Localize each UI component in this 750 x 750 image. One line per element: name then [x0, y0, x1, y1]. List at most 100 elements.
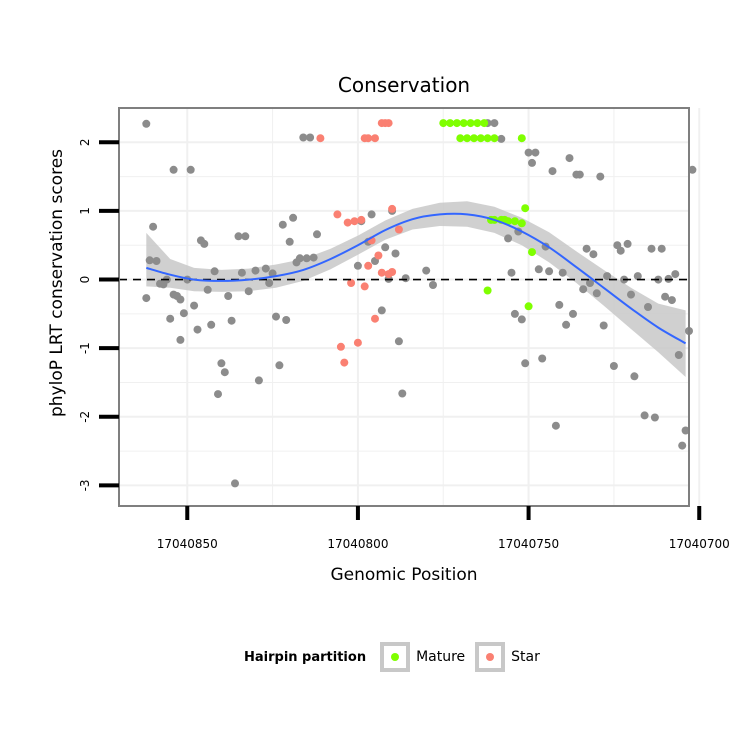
- point-other: [497, 134, 506, 143]
- point-other: [589, 250, 598, 259]
- legend-label-star: Star: [511, 649, 540, 665]
- point-other: [367, 210, 376, 219]
- legend-key-mature: [380, 642, 411, 672]
- point-other: [278, 220, 287, 229]
- point-star: [360, 282, 369, 291]
- point-mature: [483, 286, 492, 295]
- chart-title: Conservation: [338, 73, 470, 97]
- point-other: [517, 315, 526, 324]
- point-other: [186, 165, 195, 174]
- point-other: [220, 368, 229, 377]
- point-other: [623, 239, 632, 248]
- point-other: [633, 272, 642, 281]
- point-mature: [524, 302, 533, 311]
- point-mature: [528, 248, 536, 257]
- point-other: [251, 266, 260, 275]
- point-star: [357, 215, 366, 224]
- point-other: [309, 253, 318, 262]
- legend-key-star: [475, 642, 506, 672]
- point-other: [282, 316, 291, 324]
- point-star: [374, 251, 383, 260]
- point-other: [299, 133, 308, 142]
- point-star: [364, 134, 373, 143]
- point-mature: [490, 134, 499, 143]
- legend-label-mature: Mature: [416, 649, 466, 665]
- point-mature: [473, 119, 482, 128]
- y-tick-label: -2: [78, 411, 92, 423]
- x-axis-label: Genomic Position: [330, 565, 477, 585]
- point-other: [521, 359, 530, 368]
- point-mature: [459, 119, 468, 128]
- point-other: [671, 270, 680, 279]
- point-other: [193, 325, 202, 334]
- legend-dot-mature: [391, 653, 400, 661]
- point-other: [377, 306, 386, 315]
- point-mature: [483, 134, 492, 143]
- point-other: [490, 119, 499, 128]
- point-other: [575, 170, 584, 179]
- point-star: [377, 268, 386, 277]
- point-other: [203, 285, 212, 294]
- point-other: [555, 300, 564, 309]
- point-other: [586, 279, 594, 287]
- point-other: [538, 354, 547, 363]
- point-other: [596, 172, 605, 181]
- point-mature: [466, 119, 475, 128]
- point-other: [200, 239, 209, 248]
- point-other: [592, 289, 601, 298]
- point-other: [558, 268, 567, 277]
- point-other: [545, 267, 554, 276]
- legend-item-star: Star: [475, 642, 540, 672]
- point-star: [388, 268, 397, 276]
- point-mature: [510, 217, 519, 226]
- point-star: [388, 204, 397, 213]
- point-other: [207, 320, 216, 329]
- point-other: [272, 312, 280, 321]
- point-other: [551, 421, 560, 430]
- x-tick-label: 17040750: [498, 537, 559, 551]
- point-mature: [521, 204, 530, 213]
- point-other: [599, 321, 608, 330]
- point-other: [169, 165, 178, 174]
- point-other: [254, 376, 263, 385]
- point-other: [295, 254, 304, 263]
- point-mature: [480, 119, 489, 128]
- legend-title: Hairpin partition: [244, 649, 367, 665]
- point-other: [565, 154, 574, 163]
- smooth-curve: [146, 212, 687, 345]
- point-other: [630, 372, 639, 381]
- point-other: [302, 254, 311, 263]
- point-other: [688, 165, 697, 174]
- legend-dot-star: [486, 653, 495, 661]
- point-other: [149, 222, 158, 231]
- point-star: [340, 358, 349, 367]
- point-other: [422, 266, 431, 275]
- legend: Hairpin partition Mature Star: [244, 640, 550, 674]
- point-other: [667, 296, 676, 305]
- point-other: [166, 314, 175, 323]
- point-other: [179, 309, 188, 318]
- series-mature: [439, 119, 536, 311]
- point-other: [562, 320, 571, 329]
- point-other: [152, 257, 161, 265]
- point-other: [548, 167, 557, 176]
- point-star: [371, 314, 379, 323]
- x-tick-label: 17040700: [669, 537, 730, 551]
- point-star: [343, 218, 352, 227]
- point-star: [347, 279, 356, 287]
- point-mature: [456, 134, 465, 143]
- series-star: [316, 119, 403, 367]
- x-tick-label: 17040800: [327, 537, 388, 551]
- point-other: [265, 279, 274, 287]
- point-mature: [446, 119, 455, 128]
- x-tick-label: 17040850: [157, 537, 218, 551]
- point-mature: [470, 134, 478, 143]
- point-other: [528, 158, 536, 167]
- point-other: [582, 244, 591, 253]
- gridlines: [119, 108, 701, 506]
- point-mature: [463, 134, 472, 143]
- point-other: [640, 411, 649, 420]
- data-points-layer: [142, 119, 697, 488]
- point-other: [313, 230, 321, 239]
